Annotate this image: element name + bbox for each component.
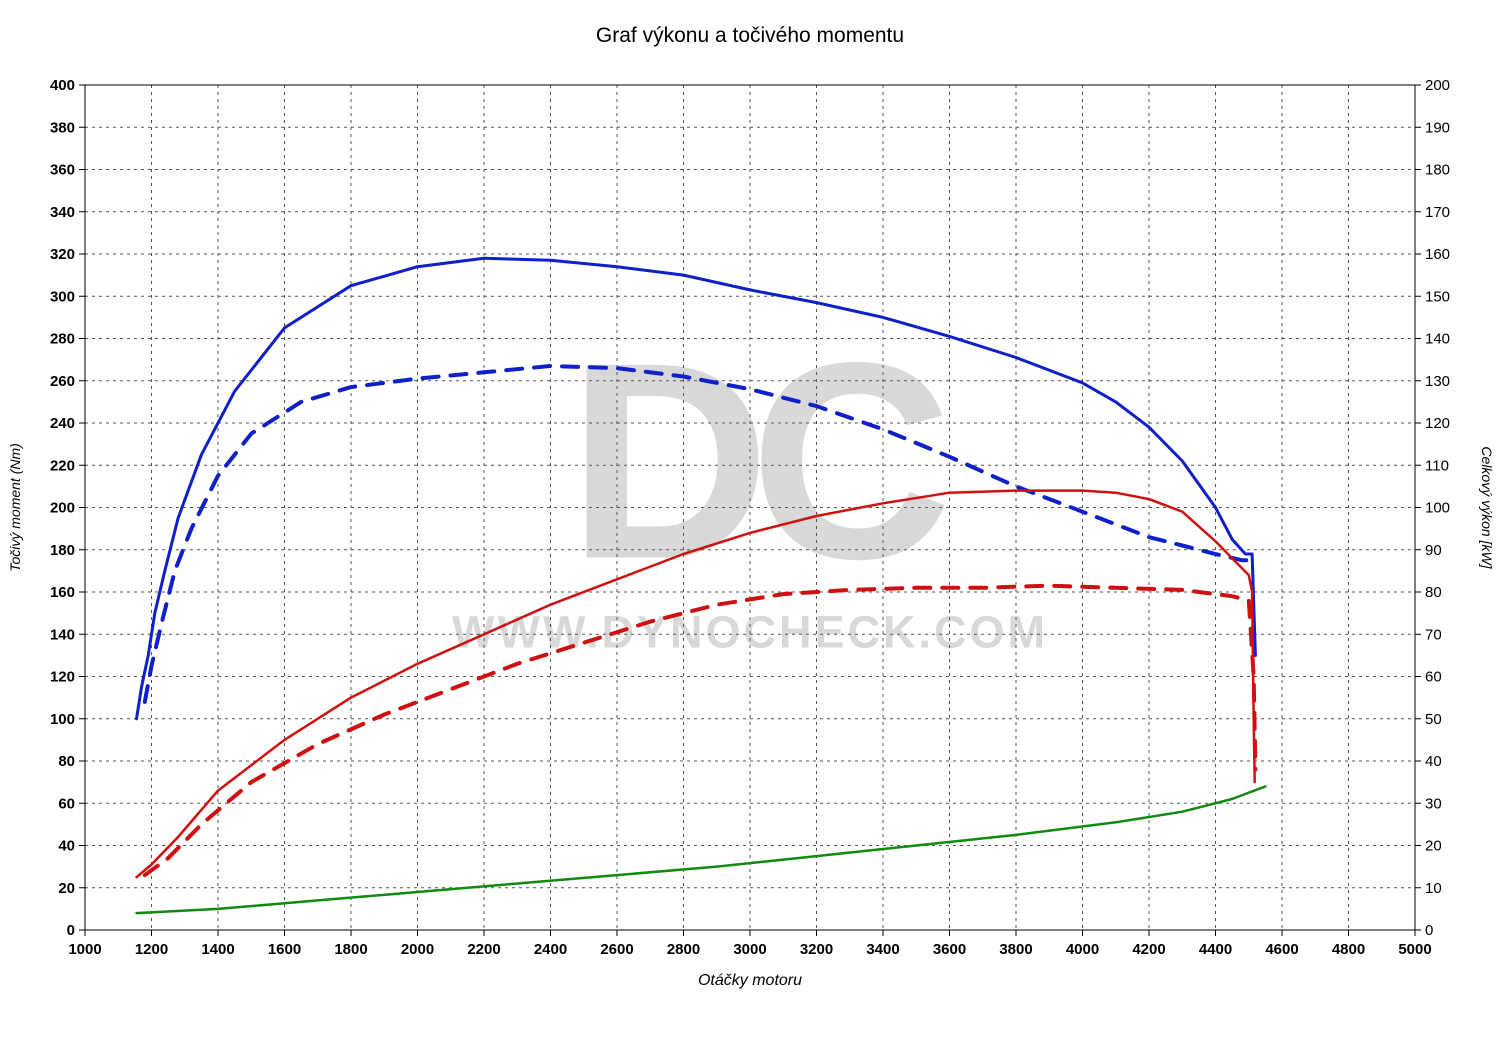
y-right-tick-label: 110 [1425, 457, 1449, 474]
y-right-tick-label: 10 [1425, 880, 1442, 897]
y-right-tick-label: 190 [1425, 119, 1450, 136]
watermark-logo: DC [568, 306, 947, 618]
chart-container: { "chart": { "type": "line", "title": "G… [0, 0, 1500, 1041]
y-left-tick-label: 360 [50, 162, 75, 179]
x-tick-label: 2400 [534, 941, 567, 958]
y-left-tick-label: 280 [50, 331, 75, 348]
x-tick-label: 1800 [334, 941, 367, 958]
y-right-tick-label: 140 [1425, 331, 1450, 348]
x-tick-label: 2600 [600, 941, 633, 958]
x-tick-label: 5000 [1398, 941, 1431, 958]
y-left-tick-label: 120 [50, 669, 75, 686]
x-tick-label: 1200 [135, 941, 168, 958]
y-left-tick-label: 380 [50, 119, 75, 136]
y-left-tick-label: 240 [50, 415, 75, 432]
y-left-tick-label: 60 [58, 795, 75, 812]
x-tick-label: 3200 [800, 941, 833, 958]
y-left-tick-label: 260 [50, 373, 75, 390]
y-left-tick-label: 300 [50, 288, 75, 305]
x-tick-label: 3000 [733, 941, 766, 958]
y-right-tick-label: 0 [1425, 922, 1433, 939]
y-right-tick-label: 20 [1425, 838, 1442, 855]
y-left-tick-label: 200 [50, 500, 75, 517]
x-tick-label: 2800 [667, 941, 700, 958]
y-right-tick-label: 40 [1425, 753, 1442, 770]
y-right-tick-label: 170 [1425, 204, 1450, 221]
y-right-tick-label: 150 [1425, 288, 1450, 305]
y-left-axis-label: Točivý moment (Nm) [7, 443, 23, 572]
y-left-tick-label: 0 [67, 922, 75, 939]
x-axis-label: Otáčky motoru [698, 972, 802, 989]
y-right-tick-label: 160 [1425, 246, 1450, 263]
x-tick-label: 4000 [1066, 941, 1099, 958]
x-tick-label: 4800 [1332, 941, 1365, 958]
y-left-tick-label: 180 [50, 542, 75, 559]
dyno-chart-svg: Graf výkonu a točivého momentuDCWWW.DYNO… [0, 0, 1500, 1041]
x-tick-label: 1000 [68, 941, 101, 958]
y-right-tick-label: 100 [1425, 500, 1450, 517]
y-left-tick-label: 80 [58, 753, 75, 770]
y-left-tick-label: 20 [58, 880, 75, 897]
x-tick-label: 3800 [999, 941, 1032, 958]
y-right-tick-label: 130 [1425, 373, 1450, 390]
y-right-tick-label: 90 [1425, 542, 1442, 559]
y-right-tick-label: 120 [1425, 415, 1450, 432]
x-tick-label: 4400 [1199, 941, 1232, 958]
y-right-tick-label: 30 [1425, 795, 1442, 812]
y-left-tick-label: 340 [50, 204, 75, 221]
y-right-axis-label: Celkový výkon [kW] [1479, 446, 1495, 569]
y-right-tick-label: 80 [1425, 584, 1442, 601]
x-tick-label: 2000 [401, 941, 434, 958]
x-tick-label: 3400 [866, 941, 899, 958]
y-left-tick-label: 400 [50, 77, 75, 94]
y-right-tick-label: 50 [1425, 711, 1442, 728]
y-left-tick-label: 220 [50, 457, 75, 474]
y-right-tick-label: 180 [1425, 162, 1450, 179]
x-tick-label: 4200 [1132, 941, 1165, 958]
x-tick-label: 1600 [268, 941, 301, 958]
y-right-tick-label: 60 [1425, 669, 1442, 686]
y-left-tick-label: 40 [58, 838, 75, 855]
y-left-tick-label: 160 [50, 584, 75, 601]
y-left-tick-label: 320 [50, 246, 75, 263]
x-tick-label: 3600 [933, 941, 966, 958]
y-right-tick-label: 70 [1425, 626, 1442, 643]
x-tick-label: 2200 [467, 941, 500, 958]
y-left-tick-label: 140 [50, 626, 75, 643]
y-left-tick-label: 100 [50, 711, 75, 728]
x-tick-label: 4600 [1265, 941, 1298, 958]
chart-title: Graf výkonu a točivého momentu [596, 24, 904, 47]
x-tick-label: 1400 [201, 941, 234, 958]
y-right-tick-label: 200 [1425, 77, 1450, 94]
